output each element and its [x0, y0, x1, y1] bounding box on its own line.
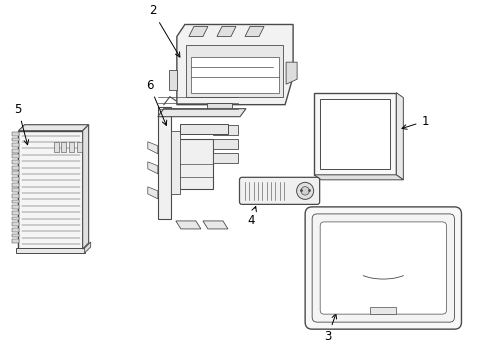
Bar	[13, 228, 20, 232]
Polygon shape	[158, 109, 245, 117]
Polygon shape	[19, 125, 88, 131]
Bar	[54, 142, 59, 152]
Bar	[13, 166, 20, 170]
Polygon shape	[206, 103, 231, 111]
Bar	[77, 142, 81, 152]
Text: 5: 5	[15, 103, 29, 145]
FancyBboxPatch shape	[239, 177, 319, 204]
Bar	[13, 188, 20, 192]
Bar	[13, 217, 20, 220]
Polygon shape	[313, 93, 396, 175]
Polygon shape	[190, 57, 279, 93]
Polygon shape	[212, 139, 238, 149]
Bar	[13, 211, 20, 215]
Bar	[13, 194, 20, 198]
Polygon shape	[203, 221, 227, 229]
Circle shape	[300, 186, 309, 195]
FancyBboxPatch shape	[305, 207, 461, 329]
FancyBboxPatch shape	[311, 214, 453, 322]
Polygon shape	[84, 242, 90, 253]
Text: 1: 1	[401, 114, 428, 129]
Bar	[13, 222, 20, 226]
Bar	[13, 160, 20, 164]
Bar	[13, 239, 20, 243]
Polygon shape	[212, 125, 238, 135]
Polygon shape	[285, 62, 297, 84]
Bar	[13, 154, 20, 158]
Bar	[61, 142, 66, 152]
Polygon shape	[313, 175, 403, 180]
Bar	[69, 142, 74, 152]
Polygon shape	[82, 125, 88, 249]
Polygon shape	[147, 142, 158, 154]
Polygon shape	[147, 187, 158, 199]
Polygon shape	[180, 124, 227, 134]
Polygon shape	[320, 99, 389, 169]
Text: 4: 4	[246, 207, 256, 227]
Polygon shape	[170, 131, 180, 194]
Polygon shape	[168, 69, 177, 90]
Bar	[13, 138, 20, 141]
Text: 2: 2	[148, 4, 180, 57]
Circle shape	[296, 182, 313, 199]
Bar	[13, 183, 20, 186]
Bar	[13, 177, 20, 181]
Bar	[369, 307, 396, 314]
Polygon shape	[185, 45, 283, 96]
Polygon shape	[188, 27, 207, 36]
Polygon shape	[217, 27, 236, 36]
Bar	[13, 205, 20, 209]
Polygon shape	[19, 131, 82, 249]
Polygon shape	[158, 107, 170, 219]
Polygon shape	[176, 221, 201, 229]
Bar	[13, 143, 20, 147]
Polygon shape	[177, 24, 292, 105]
Bar	[13, 149, 20, 153]
Bar	[13, 200, 20, 203]
Polygon shape	[178, 139, 212, 189]
Polygon shape	[147, 162, 158, 174]
Text: 3: 3	[324, 314, 336, 343]
Bar	[13, 171, 20, 175]
Bar	[13, 132, 20, 136]
FancyBboxPatch shape	[320, 222, 446, 314]
Polygon shape	[244, 27, 264, 36]
Polygon shape	[17, 248, 84, 253]
Text: 6: 6	[145, 78, 166, 125]
Polygon shape	[212, 153, 238, 163]
Bar	[13, 234, 20, 237]
Polygon shape	[396, 93, 403, 180]
